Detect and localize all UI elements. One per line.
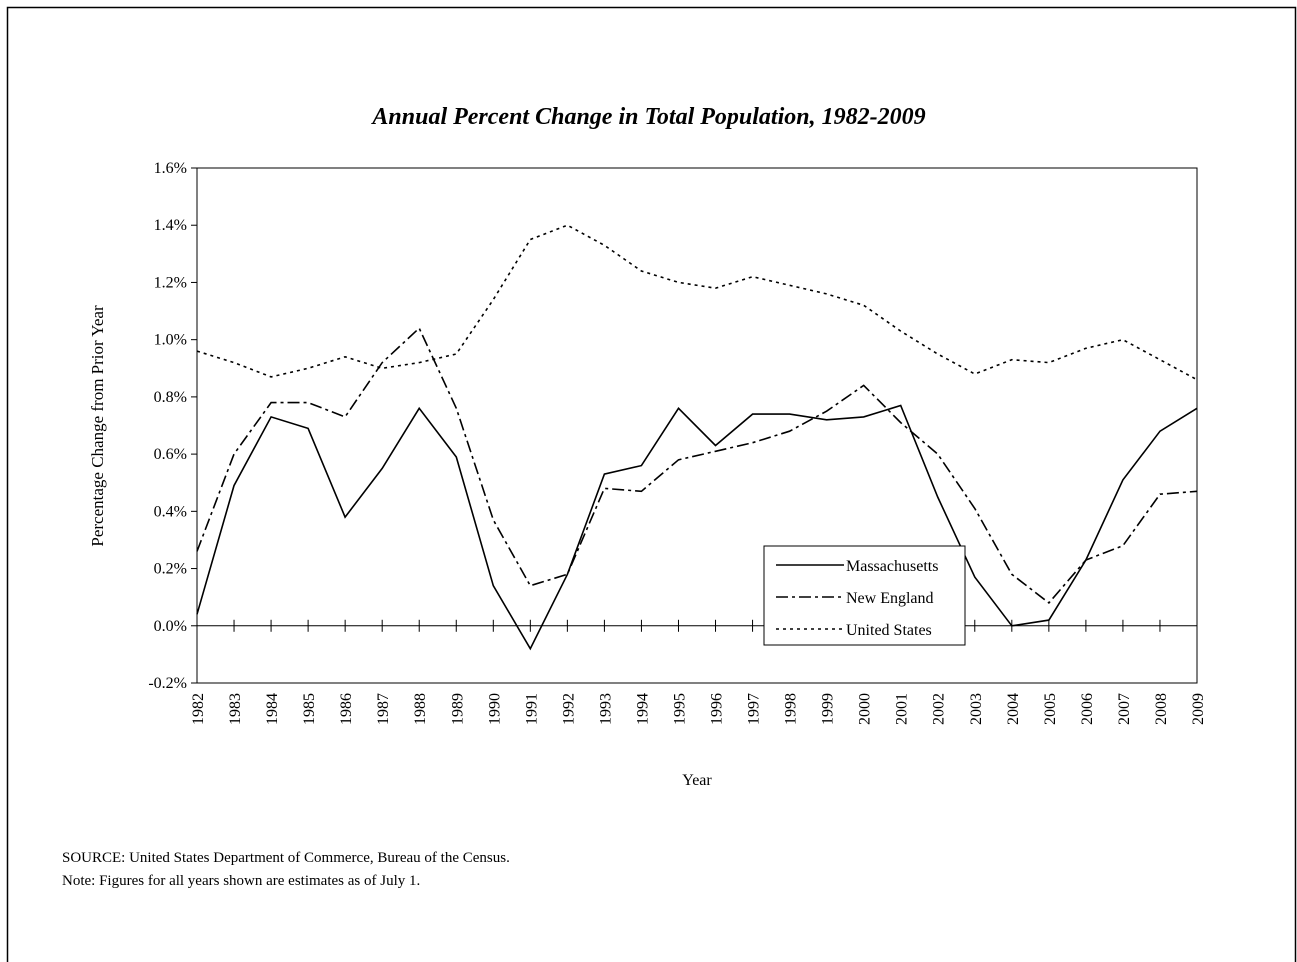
x-tick-label: 1993 xyxy=(597,693,614,725)
frame xyxy=(6,6,1297,962)
y-tick-label: 1.4% xyxy=(154,217,187,234)
y-tick-label: 1.6% xyxy=(154,160,187,177)
x-tick-label: 2003 xyxy=(968,693,985,725)
x-tick-label: 2001 xyxy=(894,693,911,725)
plot-area xyxy=(196,167,1198,684)
y-tick-label: 0.2% xyxy=(154,561,187,578)
x-tick-label: 1998 xyxy=(783,693,800,725)
legend-label: New England xyxy=(846,590,934,607)
x-tick-label: 1990 xyxy=(486,693,503,725)
chart-title: Annual Percent Change in Total Populatio… xyxy=(370,104,925,130)
x-tick-label: 1983 xyxy=(227,693,244,725)
x-tick-label: 1991 xyxy=(523,693,540,725)
x-tick-label: 2006 xyxy=(1079,693,1096,725)
series-line xyxy=(196,224,1198,381)
x-tick-label: 1984 xyxy=(264,693,281,725)
x-tick-label: 1988 xyxy=(412,693,429,725)
x-tick-label: 1995 xyxy=(671,693,688,725)
x-tick-label: 1997 xyxy=(746,693,763,725)
x-tick-label: 1992 xyxy=(560,693,577,725)
y-tick-label: 0.6% xyxy=(154,446,187,463)
x-axis-label: Year xyxy=(682,772,712,789)
x-tick-label: 1982 xyxy=(190,693,207,725)
x-tick-label: 1986 xyxy=(338,693,355,725)
x-tick-label: 2007 xyxy=(1116,693,1133,725)
series-line xyxy=(196,326,1198,604)
x-tick-label: 1996 xyxy=(709,693,726,725)
footnote: Note: Figures for all years shown are es… xyxy=(62,873,420,889)
source-note: SOURCE: United States Department of Comm… xyxy=(62,850,510,866)
y-axis-label: Percentage Change from Prior Year xyxy=(88,305,107,547)
y-tick-label: -0.2% xyxy=(148,675,187,692)
y-tick-label: 0.0% xyxy=(154,618,187,635)
y-tick-label: 1.0% xyxy=(154,332,187,349)
legend-label: Massachusetts xyxy=(846,558,938,575)
legend-label: United States xyxy=(846,622,932,639)
x-tick-label: 1999 xyxy=(820,693,837,725)
x-tick-label: 1994 xyxy=(634,693,651,725)
x-tick-label: 2009 xyxy=(1190,693,1207,725)
series-line xyxy=(196,404,1198,651)
y-tick-label: 0.4% xyxy=(154,503,187,520)
x-tick-label: 2004 xyxy=(1005,693,1022,725)
x-tick-label: 2000 xyxy=(857,693,874,725)
x-tick-label: 1987 xyxy=(375,693,392,725)
y-tick-label: 1.2% xyxy=(154,274,187,291)
x-tick-label: 2008 xyxy=(1153,693,1170,725)
x-tick-label: 2005 xyxy=(1042,693,1059,725)
y-tick-label: 0.8% xyxy=(154,389,187,406)
x-tick-label: 2002 xyxy=(931,693,948,725)
x-tick-label: 1985 xyxy=(301,693,318,725)
x-tick-label: 1989 xyxy=(449,693,466,725)
